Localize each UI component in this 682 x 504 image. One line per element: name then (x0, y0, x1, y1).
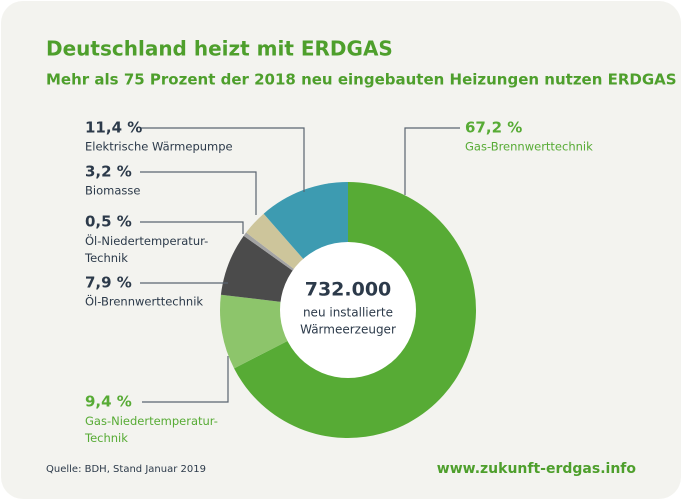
value-label: 11,4 % (85, 119, 142, 137)
leader-line (140, 127, 305, 192)
category-label: Elektrische Wärmepumpe (85, 140, 233, 154)
category-label: Öl-Niedertemperatur-Technik (84, 232, 208, 265)
center-text: neu installierte (303, 306, 393, 320)
category-label: Gas-Niedertemperatur-Technik (84, 414, 218, 445)
category-label: Gas-Brennwerttechnik (465, 140, 593, 154)
leader-line (404, 127, 460, 195)
center-value: 732.000 (305, 279, 392, 301)
source: Quelle: BDH, Stand Januar 2019 (46, 464, 206, 475)
center-text: Wärmeerzeuger (300, 323, 396, 337)
leader-line (140, 171, 257, 215)
value-label: 67,2 % (465, 119, 522, 137)
value-label: 7,9 % (85, 274, 132, 292)
value-label: 9,4 % (85, 393, 132, 411)
leader-line (142, 356, 229, 403)
donut-hole (280, 242, 416, 378)
category-label: Öl-Brennwerttechnik (85, 293, 203, 309)
category-label: Biomasse (85, 184, 140, 198)
value-label: 3,2 % (85, 163, 132, 181)
leader-line (140, 221, 244, 234)
chart-subtitle: Mehr als 75 Prozent der 2018 neu eingeba… (46, 71, 677, 89)
value-label: 0,5 % (85, 213, 132, 231)
chart-title: Deutschland heizt mit ERDGAS (46, 37, 393, 61)
url: www.zukunft-erdgas.info (437, 461, 637, 477)
